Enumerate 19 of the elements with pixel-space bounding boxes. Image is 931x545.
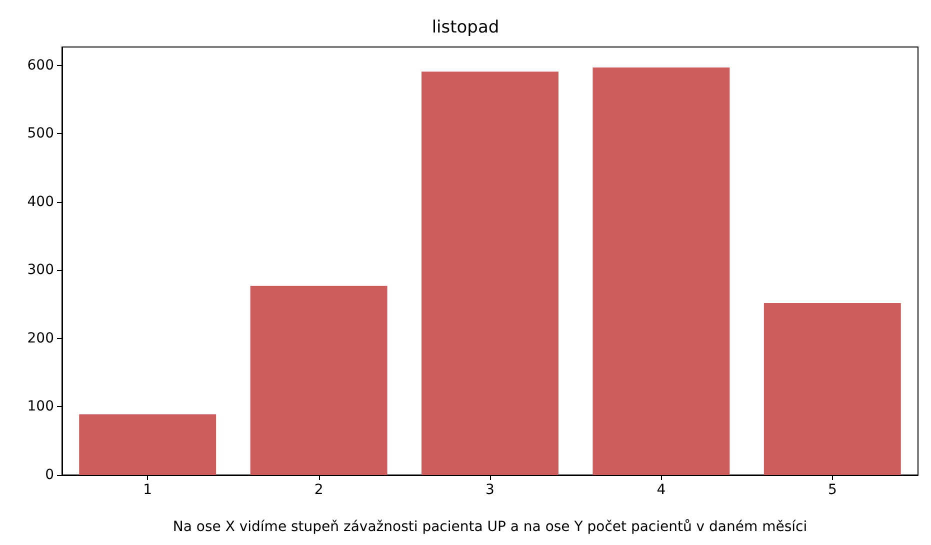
x-tick-label: 3 — [486, 482, 494, 498]
y-tick-label: 500 — [27, 126, 54, 142]
x-tick-label: 2 — [314, 482, 324, 498]
y-tick-label: 100 — [27, 398, 54, 415]
bar — [764, 302, 901, 475]
bar — [592, 67, 730, 475]
y-tick-label: 200 — [27, 330, 54, 346]
chart-title: listopad — [432, 18, 500, 38]
y-tick-label: 300 — [27, 262, 54, 278]
x-tick-label: 4 — [656, 482, 666, 498]
y-tick-label: 0 — [45, 467, 54, 483]
y-tick-label: 600 — [27, 57, 54, 74]
bar — [422, 72, 558, 475]
x-tick-label: 5 — [828, 482, 837, 498]
x-tick-label: 1 — [143, 482, 152, 498]
x-axis-title: Na ose X vidíme stupeň závažnosti pacienta UP a na ose Y počet pacientů v daném měsíci — [172, 519, 808, 535]
bar — [79, 414, 216, 475]
y-tick-label: 400 — [27, 194, 54, 210]
bar — [250, 286, 388, 475]
